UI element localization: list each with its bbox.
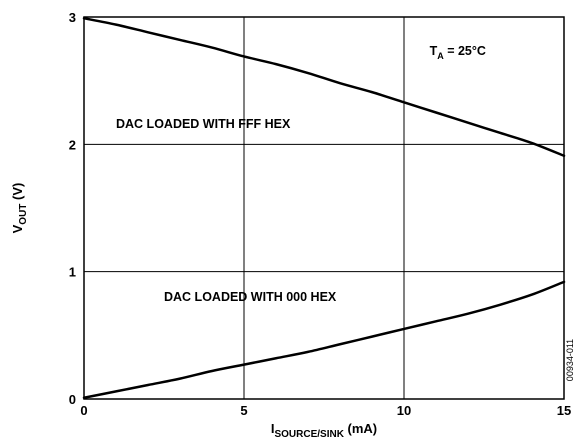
y-tick-label: 2 [69, 137, 76, 152]
x-tick-label: 0 [80, 403, 87, 418]
series-lines [82, 17, 566, 399]
y-axis-label: VOUT (V) [10, 183, 29, 234]
annotations: DAC LOADED WITH FFF HEX DAC LOADED WITH 0… [116, 117, 337, 304]
y-tick-label: 3 [69, 10, 76, 25]
figure-id: 00934-011 [565, 339, 575, 381]
y-tick-label: 1 [69, 265, 76, 280]
y-tick-label: 0 [69, 392, 76, 407]
plot-frame [83, 16, 565, 400]
annotation-1: DAC LOADED WITH FFF HEX [116, 117, 291, 131]
grid-lines [84, 17, 564, 399]
x-tick-label: 10 [397, 403, 411, 418]
x-tick-labels: 0 5 10 15 [80, 403, 571, 418]
x-axis-label: ISOURCE/SINK (mA) [271, 421, 377, 440]
y-tick-labels: 0 1 2 3 [69, 10, 76, 407]
temperature-label: TA = 25°C [430, 44, 486, 61]
annotation-2: DAC LOADED WITH 000 HEX [164, 290, 337, 304]
series-line-1 [82, 17, 566, 158]
x-tick-label: 15 [557, 403, 571, 418]
x-tick-label: 5 [240, 403, 247, 418]
series-line-2 [82, 280, 566, 399]
